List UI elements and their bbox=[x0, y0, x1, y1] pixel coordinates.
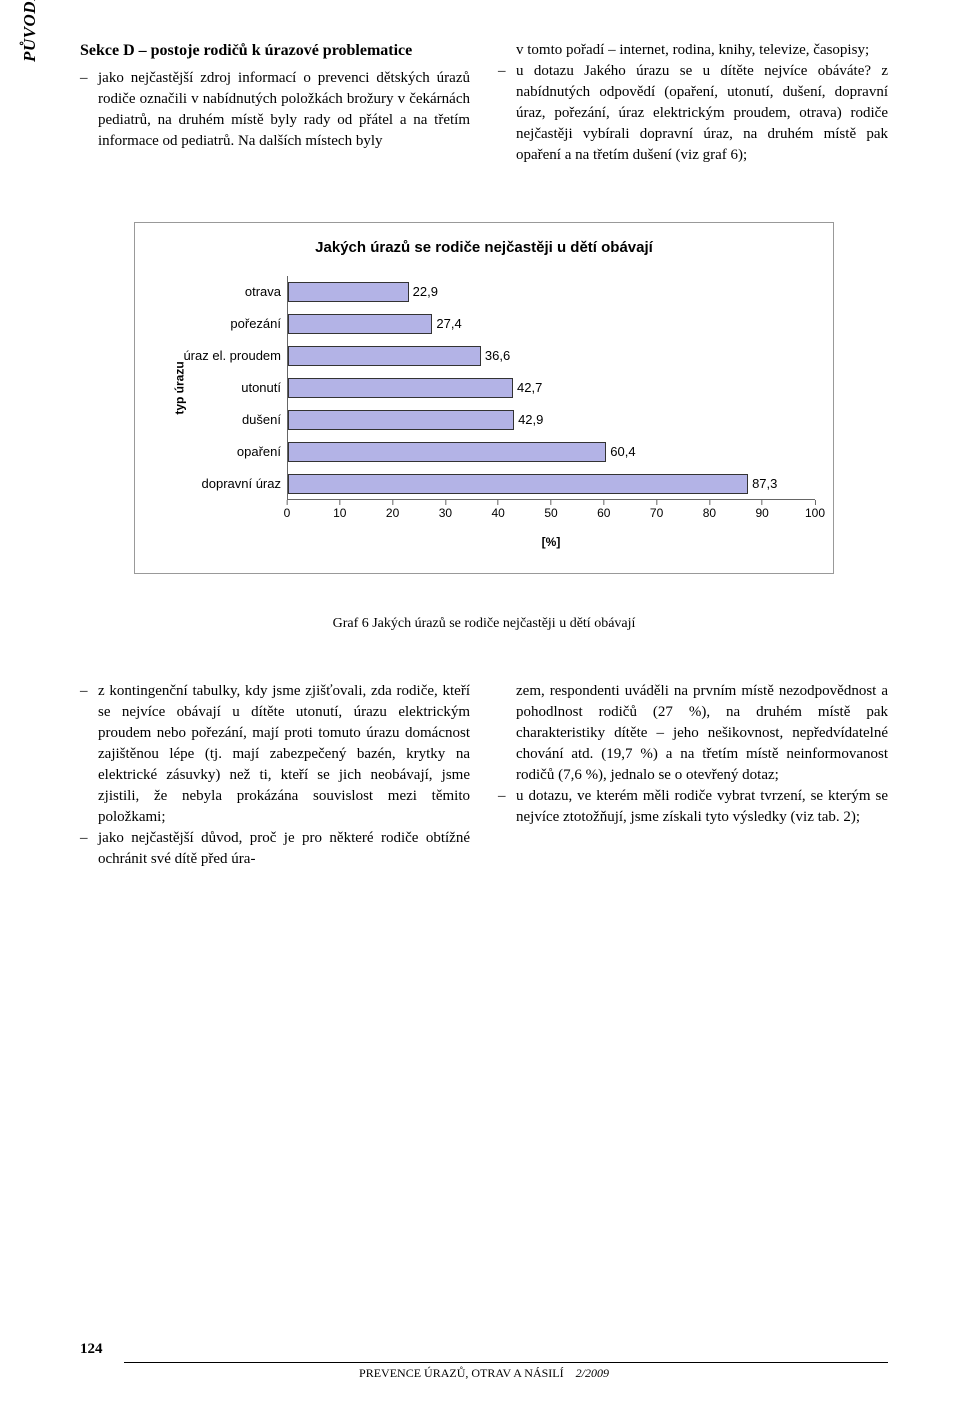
chart-xtick: 40 bbox=[492, 500, 505, 522]
bottom-left-col: – z kontingenční tabulky, kdy jsme zjišť… bbox=[80, 681, 470, 870]
chart-xtick: 50 bbox=[544, 500, 557, 522]
chart-bar-row: 42,9 bbox=[288, 404, 815, 436]
chart-bar-value: 42,9 bbox=[518, 411, 543, 429]
chart-title: Jakých úrazů se rodiče nejčastěji u dětí… bbox=[153, 237, 815, 258]
bottom-right-col: zem, respondenti uváděli na prvním místě… bbox=[498, 681, 888, 870]
chart-bar-row: 22,9 bbox=[288, 276, 815, 308]
chart-category-label: pořezání bbox=[171, 308, 281, 340]
bottom-left-item-2: – jako nejčastější důvod, proč je pro ně… bbox=[80, 828, 470, 870]
bottom-right-cont: zem, respondenti uváděli na prvním místě… bbox=[498, 681, 888, 786]
chart-xtick: 70 bbox=[650, 500, 663, 522]
chart-xlabel: [%] bbox=[153, 534, 815, 551]
chart-bar bbox=[288, 282, 409, 302]
side-label: PŮVODNÍ PRÁCE bbox=[18, 0, 42, 62]
chart-bar-value: 60,4 bbox=[610, 443, 635, 461]
top-columns: Sekce D – postoje rodičů k úrazové probl… bbox=[80, 40, 888, 166]
chart-category-label: dopravní úraz bbox=[171, 468, 281, 500]
chart-xaxis: 0102030405060708090100 bbox=[153, 500, 815, 532]
chart-bar-row: 42,7 bbox=[288, 372, 815, 404]
chart-caption: Graf 6 Jakých úrazů se rodiče nejčastěji… bbox=[80, 614, 888, 634]
chart-plot: 22,9 27,4 36,6 42,7 42,9 60,4 87,3 bbox=[287, 276, 815, 500]
bottom-right-item: – u dotazu, ve kterém měli rodiče vybrat… bbox=[498, 786, 888, 828]
chart-bar-value: 87,3 bbox=[752, 475, 777, 493]
chart-bar bbox=[288, 410, 514, 430]
chart-bar-value: 36,6 bbox=[485, 347, 510, 365]
chart-xtick: 80 bbox=[703, 500, 716, 522]
chart-bar bbox=[288, 378, 513, 398]
chart-xtick: 90 bbox=[756, 500, 769, 522]
chart-xtick: 20 bbox=[386, 500, 399, 522]
chart-xtick: 10 bbox=[333, 500, 346, 522]
chart-category-label: otrava bbox=[171, 276, 281, 308]
chart-bar bbox=[288, 474, 748, 494]
bottom-columns: – z kontingenční tabulky, kdy jsme zjišť… bbox=[80, 681, 888, 870]
chart-bar-row: 87,3 bbox=[288, 468, 815, 500]
chart-bar bbox=[288, 346, 481, 366]
page-number: 124 bbox=[80, 1341, 103, 1357]
top-left-item: – jako nejčastější zdroj informací o pre… bbox=[80, 68, 470, 152]
top-right-item-2: – u dotazu Jakého úrazu se u dítěte nejv… bbox=[498, 61, 888, 166]
chart-bar-row: 60,4 bbox=[288, 436, 815, 468]
top-right-col: v tomto pořadí – internet, rodina, knihy… bbox=[498, 40, 888, 166]
page-footer: 124 PREVENCE ÚRAZŮ, OTRAV A NÁSILÍ2/2009 bbox=[80, 1339, 888, 1382]
chart-bar bbox=[288, 442, 606, 462]
bottom-left-item-1: – z kontingenční tabulky, kdy jsme zjišť… bbox=[80, 681, 470, 828]
chart-frame: Jakých úrazů se rodiče nejčastěji u dětí… bbox=[134, 222, 834, 574]
chart-bar-value: 42,7 bbox=[517, 379, 542, 397]
section-d-title: Sekce D – postoje rodičů k úrazové probl… bbox=[80, 40, 470, 62]
top-right-item-1: v tomto pořadí – internet, rodina, knihy… bbox=[498, 40, 888, 61]
chart-bar-value: 27,4 bbox=[436, 315, 461, 333]
journal-line: PREVENCE ÚRAZŮ, OTRAV A NÁSILÍ2/2009 bbox=[80, 1365, 888, 1382]
top-left-col: Sekce D – postoje rodičů k úrazové probl… bbox=[80, 40, 470, 166]
chart-bar-value: 22,9 bbox=[413, 283, 438, 301]
chart-bar-row: 36,6 bbox=[288, 340, 815, 372]
chart-ylabel: typ úrazu bbox=[153, 276, 171, 500]
chart-bar bbox=[288, 314, 432, 334]
chart-category-label: opaření bbox=[171, 436, 281, 468]
chart-xtick: 30 bbox=[439, 500, 452, 522]
chart-bar-row: 27,4 bbox=[288, 308, 815, 340]
chart-xtick: 0 bbox=[284, 500, 291, 522]
chart-xtick: 100 bbox=[805, 500, 825, 522]
chart-xtick: 60 bbox=[597, 500, 610, 522]
chart-categories: otravapořezáníúraz el. proudemutonutíduš… bbox=[171, 276, 287, 500]
